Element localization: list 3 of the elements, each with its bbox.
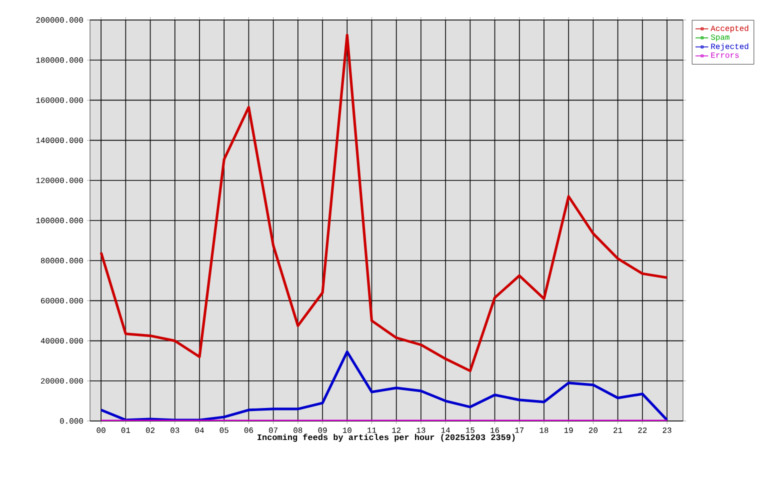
x-axis-title: Incoming feeds by articles per hour (20251203 2359) xyxy=(258,434,515,442)
line-series xyxy=(100,350,668,421)
line-series xyxy=(100,34,668,372)
